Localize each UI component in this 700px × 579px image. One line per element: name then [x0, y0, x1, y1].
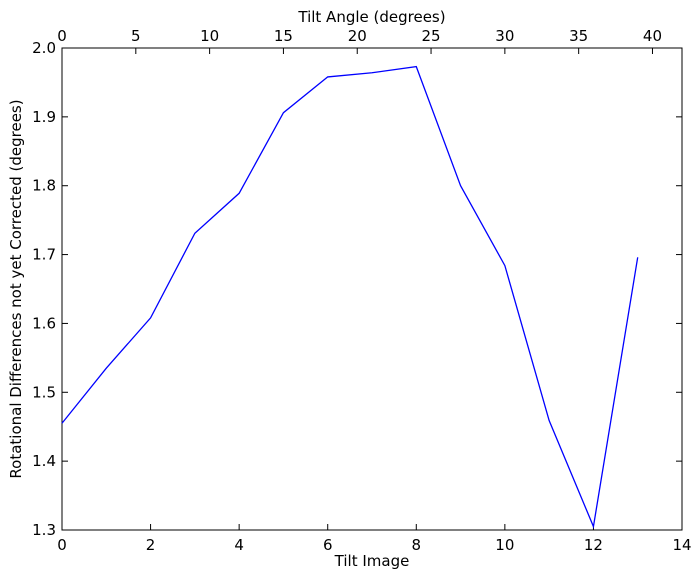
top-tick-label-1: 5 [131, 27, 141, 45]
top-tick-label-6: 30 [495, 27, 514, 45]
top-tick-label-2: 10 [200, 27, 219, 45]
y-tick-label-3: 1.6 [32, 314, 56, 332]
x-tick-label-4: 8 [412, 536, 422, 554]
x-axis-title: Tilt Image [334, 552, 410, 570]
top-tick-label-8: 40 [643, 27, 662, 45]
x-tick-label-7: 14 [672, 536, 691, 554]
plot-area [61, 47, 683, 531]
x-tick-label-6: 12 [584, 536, 603, 554]
y-axis-title: Rotational Differences not yet Corrected… [7, 99, 25, 478]
top-axis-ticks: 0 5 10 15 20 25 30 35 40 [57, 27, 662, 54]
series-group [61, 65, 639, 529]
x-tick-label-2: 4 [234, 536, 244, 554]
top-tick-label-0: 0 [57, 27, 67, 45]
y-tick-label-4: 1.7 [32, 246, 56, 264]
x-tick-label-5: 10 [495, 536, 514, 554]
series-line-0 [61, 65, 639, 529]
top-tick-label-7: 35 [569, 27, 588, 45]
y-tick-label-0: 1.3 [32, 521, 56, 539]
y-tick-label-6: 1.9 [32, 108, 56, 126]
top-axis-title: Tilt Angle (degrees) [297, 8, 445, 26]
x-tick-label-3: 6 [323, 536, 333, 554]
y-tick-label-7: 2.0 [32, 39, 56, 57]
y-tick-label-1: 1.4 [32, 452, 56, 470]
top-tick-label-3: 15 [274, 27, 293, 45]
top-tick-label-5: 25 [422, 27, 441, 45]
y-axis-ticks: 1.3 1.4 1.5 1.6 1.7 1.8 1.9 2.0 [32, 39, 682, 539]
top-tick-label-4: 20 [348, 27, 367, 45]
y-tick-label-2: 1.5 [32, 383, 56, 401]
x-tick-label-1: 2 [146, 536, 156, 554]
x-tick-label-0: 0 [57, 536, 67, 554]
x-axis-ticks: 0 2 4 6 8 10 12 14 [57, 524, 692, 554]
y-tick-label-5: 1.8 [32, 177, 56, 195]
